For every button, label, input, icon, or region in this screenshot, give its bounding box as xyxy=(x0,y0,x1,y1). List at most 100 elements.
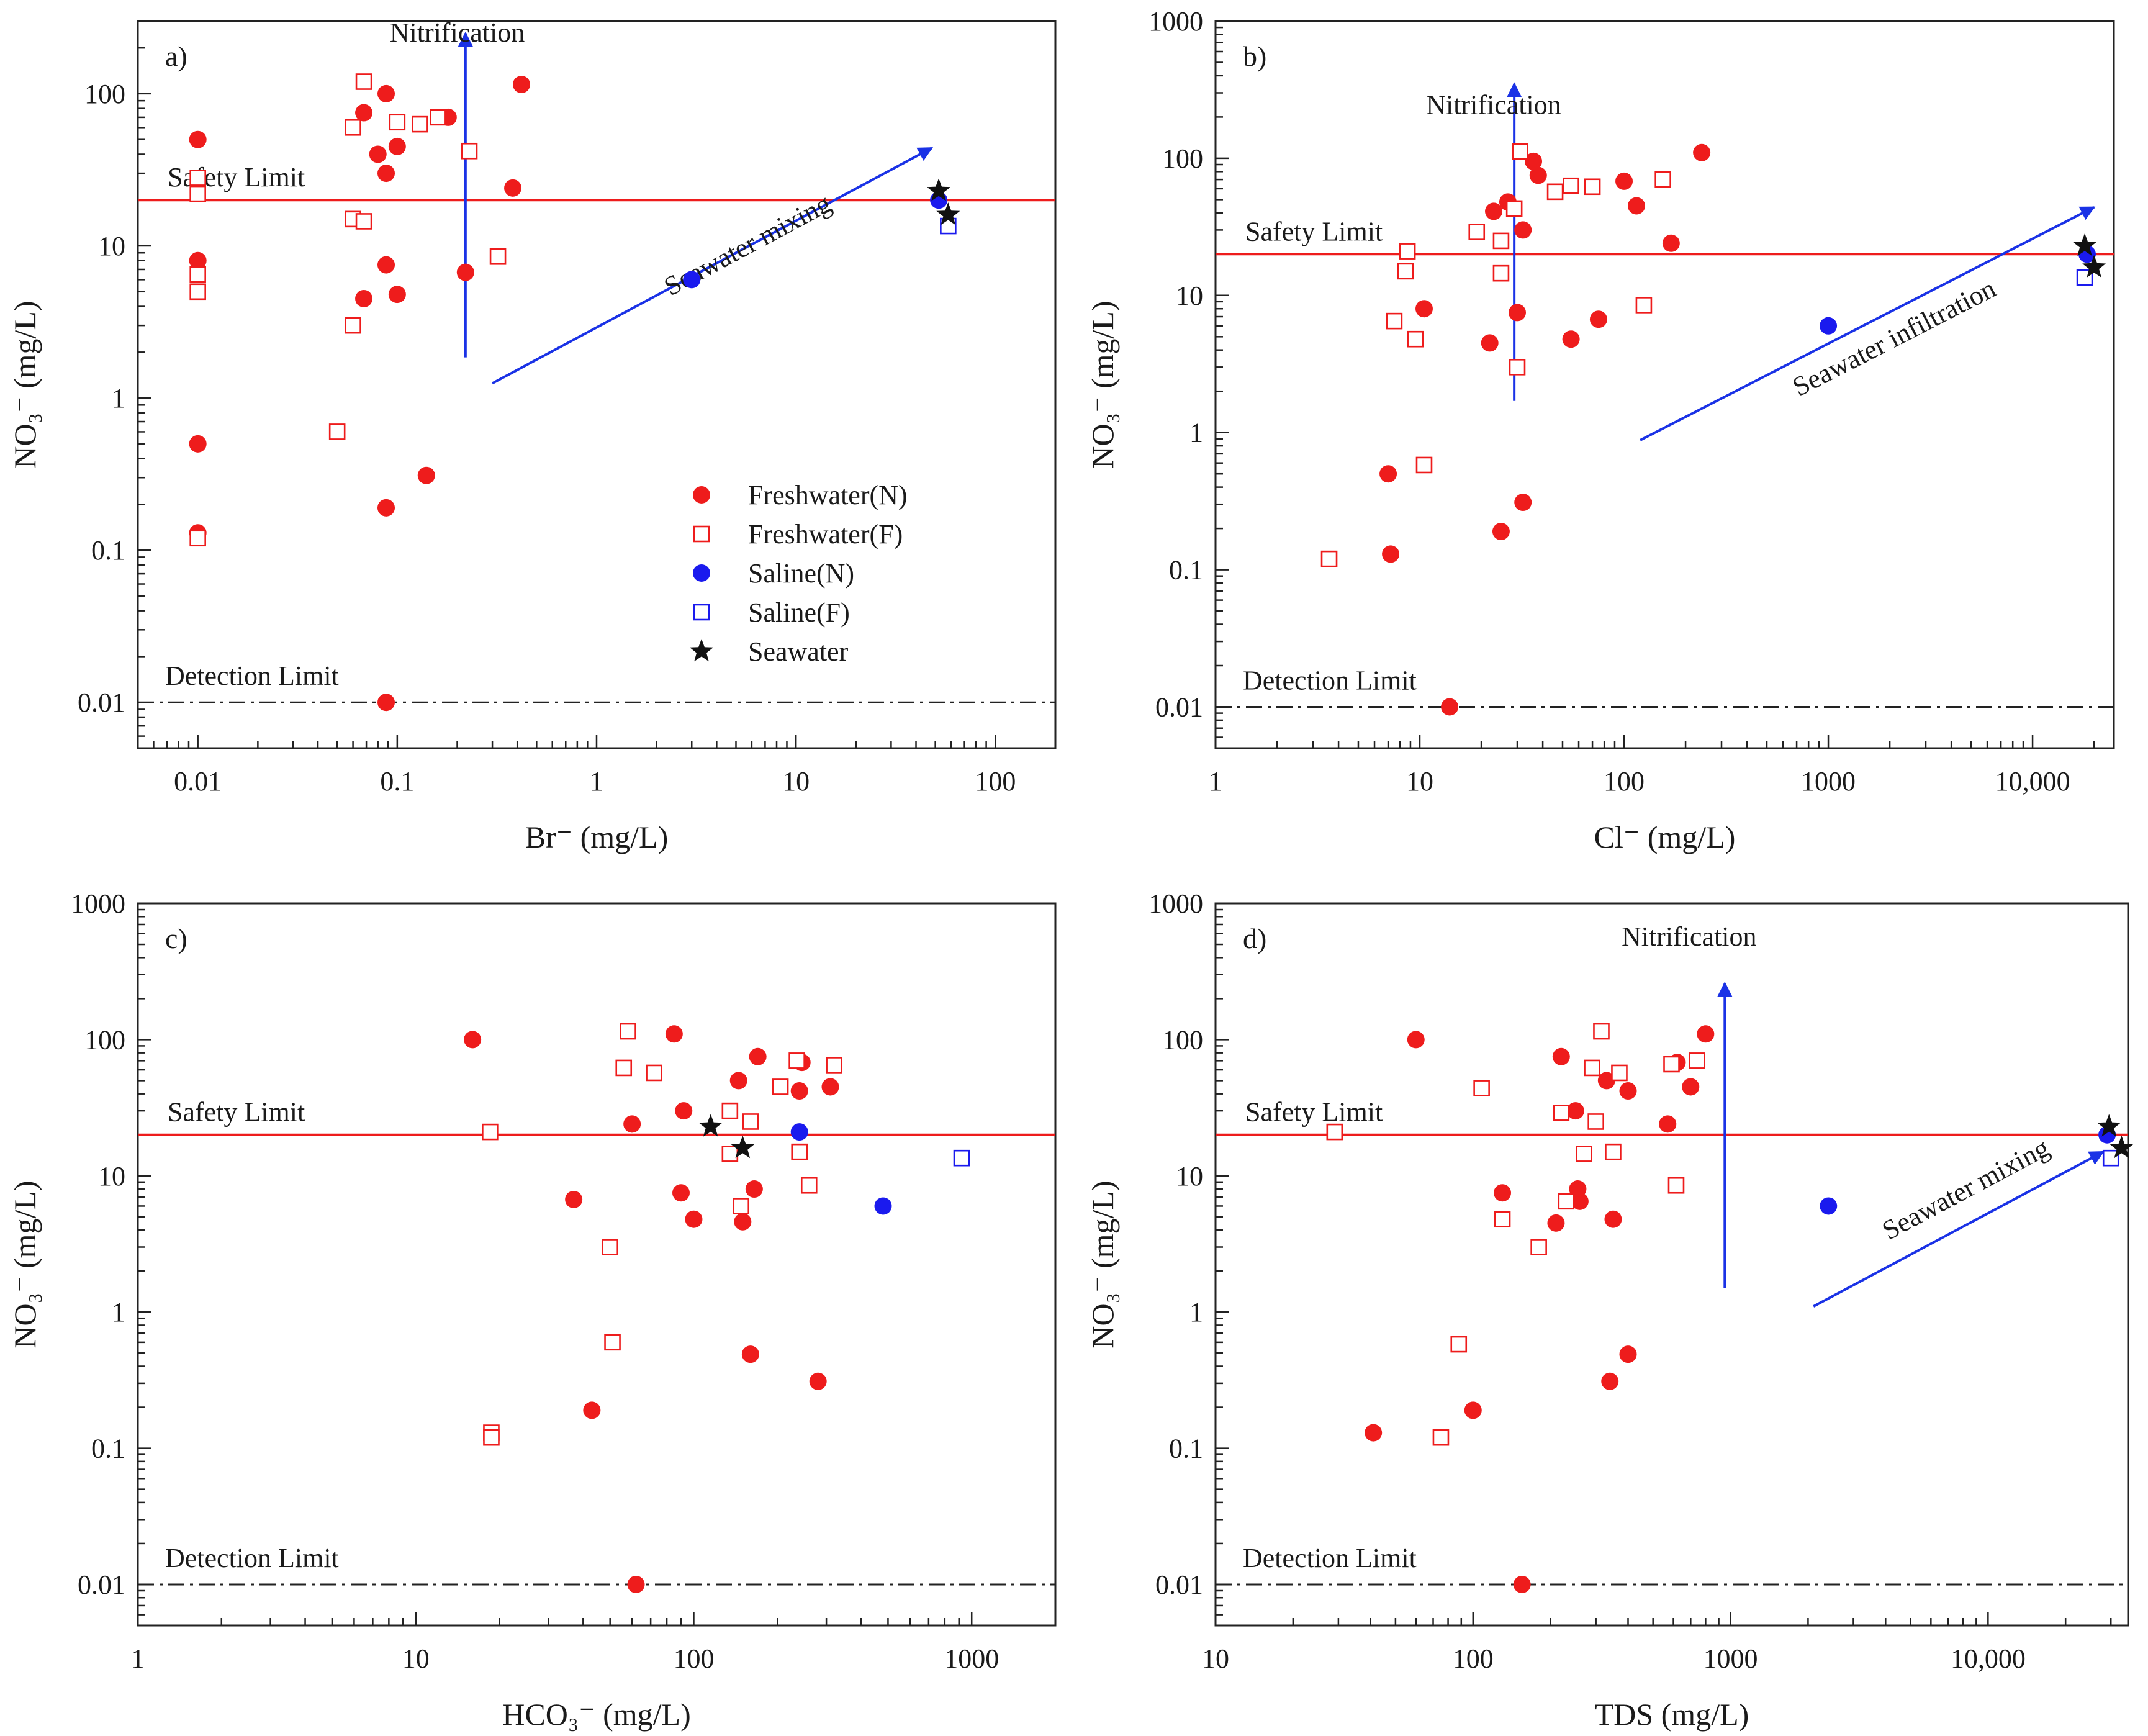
freshwater-n-point xyxy=(369,145,387,163)
nitrification-label: Nitrification xyxy=(1622,921,1757,952)
freshwater-n-point xyxy=(821,1078,839,1096)
detection-limit-label: Detection Limit xyxy=(165,661,339,691)
freshwater-n-point xyxy=(504,179,522,197)
seawater-point xyxy=(698,1114,723,1137)
freshwater-n-point xyxy=(377,84,395,102)
x-tick-label: 0.01 xyxy=(174,766,222,797)
chart-panel-c: 1 10 100 1000 0.01 0.1 1 10 100 1000 HCO₃⁻ (mg/L) N… xyxy=(7,888,1057,1732)
x-axis-label: HCO₃⁻ (mg/L) xyxy=(502,1697,691,1732)
x-tick-label: 10 xyxy=(1202,1643,1229,1674)
freshwater-f-point xyxy=(602,1239,618,1255)
freshwater-f-point xyxy=(1546,183,1564,201)
x-tick-label: 1000 xyxy=(1801,766,1856,797)
legend-marker-seawater xyxy=(690,639,713,662)
freshwater-n-point xyxy=(1525,152,1543,170)
x-tick-label: 100 xyxy=(1604,766,1645,797)
x-tick-label: 1000 xyxy=(944,1643,999,1674)
freshwater-f-point xyxy=(189,185,206,202)
freshwater-f-point xyxy=(1386,312,1403,330)
freshwater-n-point xyxy=(1529,166,1547,184)
x-tick-label: 10,000 xyxy=(1951,1643,2026,1674)
saline-n-point xyxy=(1820,317,1838,335)
freshwater-f-point xyxy=(483,1429,500,1446)
legend-label-seawater: Seawater xyxy=(748,636,849,667)
seawater-mixing-arrow xyxy=(1813,1151,2105,1308)
freshwater-f-point xyxy=(742,1113,759,1130)
freshwater-f-point xyxy=(1326,1123,1343,1141)
freshwater-f-point xyxy=(791,1143,808,1160)
chart-panel-d: 10 100 1000 10,000 0.01 0.1 1 10 100 1000 TDS (mg/… xyxy=(1085,888,2134,1732)
seawater-point xyxy=(2097,1114,2121,1137)
freshwater-n-point xyxy=(388,286,406,304)
legend: Freshwater(N) Freshwater(F) Saline(N) Salin… xyxy=(690,480,908,667)
plot-frame xyxy=(137,20,1057,749)
seawater-infiltration-arrow xyxy=(1640,206,2096,441)
freshwater-f-point xyxy=(1509,359,1526,376)
freshwater-f-point xyxy=(489,248,507,265)
freshwater-n-point xyxy=(1514,221,1532,239)
y-tick-label: 1 xyxy=(1189,1297,1203,1327)
freshwater-f-point xyxy=(1576,1146,1592,1162)
freshwater-n-point xyxy=(1494,1184,1512,1202)
freshwater-f-point xyxy=(1407,330,1424,348)
nitrification-label: Nitrification xyxy=(1426,90,1561,120)
freshwater-n-point xyxy=(745,1180,763,1198)
freshwater-f-point xyxy=(482,1123,499,1141)
freshwater-n-point xyxy=(1379,465,1397,483)
legend-label-freshwater-n: Freshwater(N) xyxy=(748,480,908,510)
detection-limit-label: Detection Limit xyxy=(1243,1543,1417,1573)
freshwater-n-point xyxy=(1619,1345,1637,1363)
freshwater-n-point xyxy=(1589,310,1607,328)
legend-label-saline-f: Saline(F) xyxy=(748,597,850,628)
freshwater-f-point xyxy=(1492,232,1510,250)
y-tick-label: 0.01 xyxy=(1155,1570,1203,1600)
saline-n-point xyxy=(790,1123,808,1141)
freshwater-n-point xyxy=(417,466,435,484)
freshwater-f-point xyxy=(1689,1052,1705,1069)
x-tick-label: 0.1 xyxy=(380,766,414,797)
detection-limit-label: Detection Limit xyxy=(165,1543,339,1573)
seawater-infiltration-label: Seawater infiltration xyxy=(1788,273,2001,402)
x-tick-label: 10,000 xyxy=(1995,766,2070,797)
freshwater-f-point xyxy=(1399,243,1416,260)
y-tick-label: 1 xyxy=(112,1297,125,1327)
freshwater-f-point xyxy=(1494,1211,1511,1228)
legend-marker-freshwater-f xyxy=(693,525,710,543)
freshwater-f-point xyxy=(1530,1239,1547,1255)
freshwater-f-point xyxy=(189,530,206,547)
freshwater-n-point xyxy=(809,1372,827,1390)
y-axis-label: NO₃⁻ (mg/L) xyxy=(7,301,42,468)
freshwater-n-point xyxy=(1464,1401,1482,1419)
freshwater-f-point xyxy=(1635,297,1653,314)
freshwater-n-point xyxy=(1508,304,1526,322)
freshwater-n-point xyxy=(741,1345,759,1363)
x-tick-label: 1 xyxy=(1209,766,1222,797)
y-tick-label: 100 xyxy=(1162,143,1203,174)
freshwater-n-point xyxy=(1619,1082,1637,1100)
seawater-point xyxy=(936,202,960,225)
freshwater-n-point xyxy=(355,289,373,307)
freshwater-n-point xyxy=(1615,172,1633,190)
freshwater-n-point xyxy=(464,1031,482,1049)
freshwater-n-point xyxy=(665,1025,683,1043)
panel-letter: b) xyxy=(1243,40,1266,72)
freshwater-n-point xyxy=(1365,1424,1383,1442)
freshwater-n-point xyxy=(1562,330,1580,348)
freshwater-f-point xyxy=(1432,1429,1450,1446)
panel-letter: a) xyxy=(165,40,187,72)
y-axis-label: NO₃⁻ (mg/L) xyxy=(1085,301,1120,468)
freshwater-f-point xyxy=(604,1334,621,1351)
x-tick-label: 10 xyxy=(402,1643,430,1674)
freshwater-f-point xyxy=(1473,1080,1490,1096)
freshwater-f-point xyxy=(1593,1023,1610,1040)
seawater-mixing-label: Seawater mixing xyxy=(1877,1132,2054,1245)
freshwater-n-point xyxy=(1662,234,1680,252)
freshwater-f-point xyxy=(733,1198,750,1214)
freshwater-f-point xyxy=(646,1064,662,1082)
freshwater-n-point xyxy=(377,256,395,274)
detection-limit-label: Detection Limit xyxy=(1243,666,1417,696)
y-tick-label: 1 xyxy=(1189,418,1203,448)
freshwater-f-point xyxy=(1654,171,1671,188)
x-tick-label: 10 xyxy=(782,766,810,797)
freshwater-f-point xyxy=(1663,1056,1680,1073)
